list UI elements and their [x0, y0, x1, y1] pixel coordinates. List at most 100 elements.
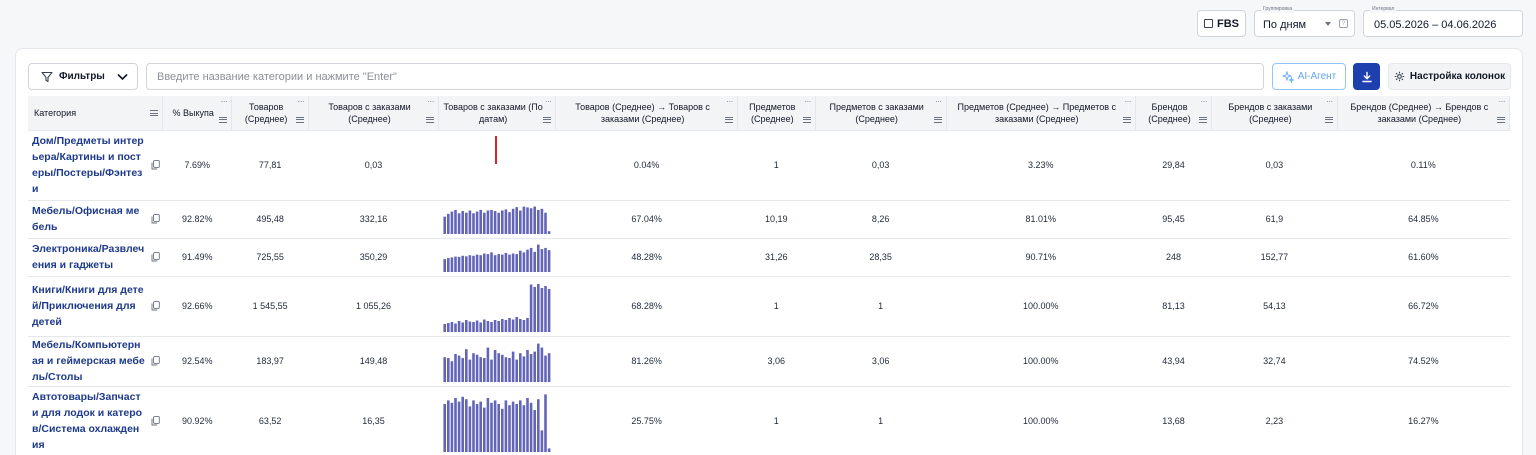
column-header-items-conversion[interactable]: Предметов (Среднее) → Предметов с заказа…	[946, 96, 1137, 131]
table-row[interactable]: Книги/Книги для детей/Приключения для де…	[28, 276, 1510, 337]
sparkline-bar	[540, 430, 544, 452]
column-options-icon[interactable]: ···	[726, 97, 733, 106]
column-header-label: Предметов с заказами (Среднее)	[829, 101, 924, 124]
column-options-icon[interactable]: ···	[804, 97, 811, 106]
sparkline-bar	[540, 249, 544, 272]
gear-icon	[1394, 71, 1405, 82]
column-settings-button[interactable]: Настройка колонок	[1388, 63, 1511, 90]
copy-icon[interactable]	[151, 416, 160, 426]
category-link[interactable]: Мебель/Офисная мебель	[32, 205, 140, 233]
date-interval-field[interactable]: Интервал 05.05.2026 – 04.06.2026	[1363, 5, 1523, 37]
sparkline-bar	[533, 206, 537, 234]
table-row[interactable]: Дом/Предметы интерьера/Картины и постеры…	[28, 130, 1510, 201]
filters-button[interactable]: Фильтры	[28, 63, 138, 90]
copy-icon[interactable]	[151, 252, 160, 262]
column-header-brands-orders[interactable]: Брендов с заказами (Среднее) ···	[1211, 96, 1338, 131]
sparkline-bar	[497, 321, 501, 332]
column-header-goods-orders-by-date[interactable]: Товаров с заказами (По датам) ···	[438, 96, 557, 131]
copy-icon[interactable]	[151, 301, 160, 311]
cell-value: 28,35	[869, 252, 892, 262]
column-menu-icon[interactable]	[425, 116, 434, 123]
items-orders-cell: 1	[815, 386, 947, 455]
sparkline-bar	[465, 320, 468, 332]
sparkline-bar	[544, 355, 547, 382]
goods-conversion-cell: 25.75%	[555, 386, 738, 455]
sparkline-bar	[529, 208, 533, 234]
cell-value: 13,68	[1162, 416, 1185, 426]
column-menu-icon[interactable]	[1199, 116, 1208, 123]
column-options-icon[interactable]: ···	[427, 97, 434, 106]
goods-orders-cell: 1 055,26	[308, 276, 439, 337]
column-menu-icon[interactable]	[933, 116, 942, 123]
column-menu-icon[interactable]	[1497, 116, 1505, 123]
column-menu-icon[interactable]	[296, 116, 305, 123]
sparkline-bar	[497, 212, 501, 234]
table-header-row: Категория % Выкупа ··· Товаров (Среднее) ···…	[28, 96, 1511, 131]
cell-value: 92.54%	[181, 356, 213, 366]
copy-icon[interactable]	[151, 160, 160, 170]
cell-value: 183,97	[256, 356, 284, 366]
column-menu-icon[interactable]	[1123, 116, 1132, 123]
sparkline-bar	[519, 210, 522, 234]
sparkline-bar	[475, 320, 479, 332]
column-menu-icon[interactable]	[1324, 116, 1333, 123]
sparkline-bar	[472, 322, 475, 332]
category-search-input[interactable]	[146, 63, 1264, 90]
fbs-toggle[interactable]: FBS	[1197, 10, 1246, 37]
sparkline-bar	[508, 212, 511, 234]
column-options-icon[interactable]: ···	[220, 97, 228, 106]
column-menu-icon[interactable]	[802, 116, 811, 123]
column-options-icon[interactable]: ···	[935, 97, 942, 106]
sparkline-bar	[479, 255, 483, 272]
column-menu-icon[interactable]	[219, 116, 228, 123]
copy-icon[interactable]	[151, 214, 160, 224]
sparkline-bar	[533, 251, 537, 272]
sparkline-bar	[465, 212, 468, 234]
data-table-container[interactable]: Категория % Выкупа ··· Товаров (Среднее) ···…	[28, 96, 1512, 455]
sparkline-bar	[547, 250, 551, 272]
table-row[interactable]: Мебель/Компьютерная и геймерская мебель/…	[28, 336, 1510, 387]
column-options-icon[interactable]: ···	[1498, 97, 1506, 106]
table-row[interactable]: Автотовары/Запчасти для лодок и катеров/…	[28, 386, 1510, 455]
column-header-items[interactable]: Предметов (Среднее) ···	[737, 96, 816, 131]
column-menu-icon[interactable]	[150, 110, 159, 116]
help-icon[interactable]: ?	[1339, 19, 1348, 28]
column-menu-icon[interactable]	[724, 116, 733, 123]
sparkline-bar	[486, 321, 490, 332]
column-header-label: Брендов с заказами (Среднее)	[1228, 101, 1313, 124]
category-link[interactable]: Мебель/Компьютерная и геймерская мебель/…	[32, 339, 145, 383]
column-menu-icon[interactable]	[543, 116, 552, 123]
column-options-icon[interactable]: ···	[1124, 97, 1132, 106]
column-header-brands[interactable]: Брендов (Среднее) ···	[1135, 96, 1213, 131]
column-header-goods-orders[interactable]: Товаров с заказами (Среднее) ···	[308, 96, 439, 131]
grouping-select[interactable]: Группировка По дням ?	[1254, 5, 1355, 37]
brands-conversion-cell: 74.52%	[1337, 336, 1510, 387]
sparkline-bar	[519, 400, 522, 452]
ai-agent-label: AI-Агент	[1297, 71, 1337, 82]
items-cell: 3,06	[737, 336, 816, 387]
column-header-items-orders[interactable]: Предметов с заказами (Среднее) ···	[815, 96, 947, 131]
table-row[interactable]: Электроника/Развлечения и гаджеты 91.49% 7…	[28, 238, 1510, 277]
column-header-goods-conversion[interactable]: Товаров (Среднее) → Товаров с заказами (…	[555, 96, 738, 131]
column-header-brands-conversion[interactable]: Брендов (Среднее) → Брендов с заказами (…	[1337, 96, 1511, 131]
column-options-icon[interactable]: ···	[544, 97, 552, 106]
items-cell: 1	[737, 130, 816, 201]
category-link[interactable]: Дом/Предметы интерьера/Картины и постеры…	[32, 135, 144, 195]
category-link[interactable]: Электроника/Развлечения и гаджеты	[32, 243, 145, 271]
copy-icon[interactable]	[151, 356, 160, 366]
column-header-buyout[interactable]: % Выкупа ···	[162, 96, 233, 131]
download-button[interactable]	[1353, 63, 1380, 90]
category-link[interactable]: Книги/Книги для детей/Приключения для де…	[32, 284, 144, 328]
cell-value: 495,48	[256, 214, 284, 224]
ai-agent-button[interactable]: AI-Агент	[1272, 63, 1346, 90]
column-options-icon[interactable]: ···	[1326, 97, 1333, 106]
goods-orders-cell: 149,48	[308, 336, 439, 387]
column-header-goods[interactable]: Товаров (Среднее) ···	[231, 96, 310, 131]
brands-cell: 43,94	[1135, 336, 1212, 387]
cell-value: 64.85%	[1408, 214, 1439, 224]
column-header-category[interactable]: Категория	[28, 96, 164, 131]
category-link[interactable]: Автотовары/Запчасти для лодок и катеров/…	[32, 391, 143, 451]
table-row[interactable]: Мебель/Офисная мебель 92.82% 495,48 332,16 6…	[28, 200, 1510, 239]
column-options-icon[interactable]: ···	[297, 97, 305, 106]
column-options-icon[interactable]: ···	[1200, 97, 1208, 106]
